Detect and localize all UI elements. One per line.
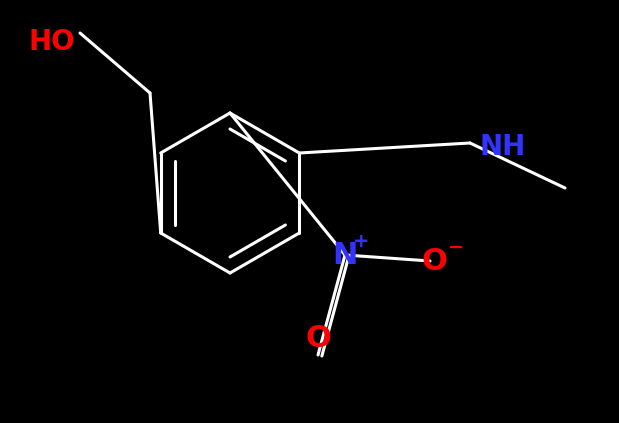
Text: O: O	[421, 247, 447, 275]
Text: NH: NH	[480, 133, 526, 161]
Text: +: +	[353, 231, 370, 250]
Text: O: O	[305, 324, 331, 353]
Text: HO: HO	[28, 28, 75, 56]
Text: N: N	[332, 241, 358, 269]
Text: −: −	[448, 237, 464, 256]
